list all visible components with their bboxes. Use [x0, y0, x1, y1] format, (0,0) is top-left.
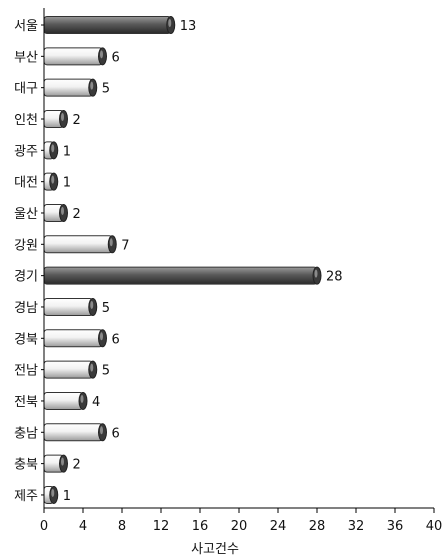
bars-layer: 13 6 5 2 1 1 2 7 28 5 6 5 4 6 2 1 [41, 16, 343, 504]
data-label: 4 [92, 395, 100, 410]
bar-end-cap-highlight [109, 238, 113, 247]
x-tick-label: 8 [118, 519, 126, 534]
data-label: 2 [73, 207, 81, 222]
data-label: 6 [112, 332, 120, 347]
bar-end-cap-highlight [100, 426, 103, 435]
bar-end-cap-highlight [90, 300, 94, 309]
data-label: 5 [102, 82, 110, 97]
bar [43, 16, 172, 34]
category-label: 전북 [14, 395, 38, 410]
x-tick-label: 28 [309, 519, 326, 534]
data-label: 6 [112, 50, 120, 65]
category-label: 대구 [14, 82, 38, 97]
x-tick-label: 16 [192, 519, 209, 534]
x-tick-label: 20 [231, 519, 248, 534]
data-label: 28 [326, 270, 343, 285]
bar-end-cap-highlight [90, 81, 94, 90]
bar-end-cap-highlight [51, 144, 55, 153]
category-label: 인천 [14, 113, 38, 128]
bar-end-cap-highlight [100, 332, 103, 341]
x-tick-label: 12 [153, 519, 170, 534]
data-label: 13 [180, 19, 197, 34]
data-label: 6 [112, 426, 120, 441]
bar-end-cap-highlight [51, 175, 55, 184]
data-label: 1 [63, 176, 71, 191]
category-label: 제주 [14, 489, 38, 504]
category-label: 서울 [14, 19, 38, 34]
bar [43, 235, 113, 254]
data-label: 2 [73, 458, 81, 473]
bar-end-cap-highlight [100, 50, 103, 59]
category-label: 경기 [14, 270, 38, 285]
data-label: 5 [102, 301, 110, 316]
category-label: 전남 [14, 364, 38, 379]
x-tick-label: 0 [40, 519, 48, 534]
bar [43, 297, 94, 316]
bar-end-cap-highlight [61, 457, 64, 466]
bar [43, 47, 103, 66]
x-tick-label: 24 [270, 519, 287, 534]
x-axis-ticks: 0 4 8 12 16 20 24 28 32 36 40 [40, 508, 442, 534]
category-label: 대전 [14, 176, 38, 191]
x-tick-label: 36 [387, 519, 404, 534]
bar-end-cap-highlight [61, 112, 64, 121]
bar-end-cap-highlight [61, 206, 64, 215]
bar [43, 329, 103, 348]
data-label: 1 [63, 144, 71, 159]
category-label: 충남 [14, 426, 38, 441]
category-label: 경북 [14, 332, 38, 347]
data-label: 1 [63, 489, 71, 504]
category-label: 강원 [14, 238, 38, 253]
category-label: 충북 [14, 458, 38, 473]
bar [43, 391, 84, 410]
bar [43, 360, 94, 379]
bar-end-cap-highlight [168, 19, 172, 27]
bar-end-cap-highlight [51, 488, 55, 497]
data-label: 5 [102, 364, 110, 379]
bar-end-cap-highlight [80, 394, 84, 403]
bar [43, 266, 318, 285]
category-label: 광주 [14, 144, 38, 159]
x-tick-label: 4 [79, 519, 87, 534]
bar [43, 423, 103, 442]
data-label: 2 [73, 113, 81, 128]
bar-end-cap-highlight [314, 269, 318, 278]
x-tick-label: 32 [348, 519, 365, 534]
category-label: 경남 [14, 301, 38, 316]
data-label: 7 [121, 238, 129, 253]
category-label: 부산 [14, 50, 38, 65]
x-tick-label: 40 [426, 519, 443, 534]
x-axis-label: 사고건수 [191, 542, 239, 557]
bar [43, 78, 94, 97]
bar-end-cap-highlight [90, 363, 94, 372]
category-label: 울산 [14, 207, 38, 222]
